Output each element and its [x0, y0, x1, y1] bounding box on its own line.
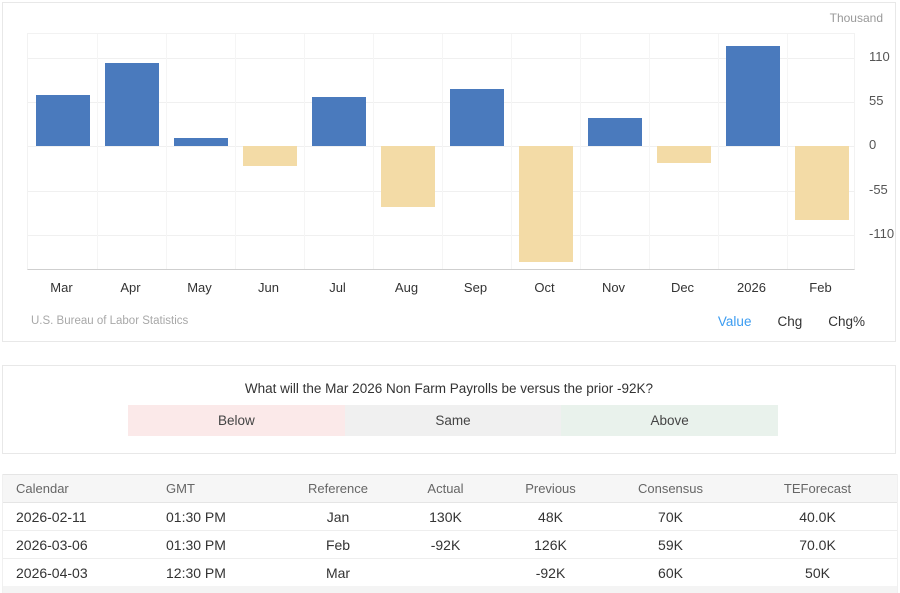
gridline-v: [373, 34, 374, 269]
bar-Oct[interactable]: [518, 146, 573, 263]
calendar-table: Calendar GMT Reference Actual Previous Consen…: [3, 474, 897, 587]
y-tick-label: -110: [869, 225, 895, 241]
gridline-v: [649, 34, 650, 269]
bar-Nov[interactable]: [587, 118, 642, 147]
table-cell: 2026-04-03: [3, 558, 153, 587]
table-row: 2026-02-11 01:30 PM Jan 130K 48K 70K 40.0K: [3, 502, 897, 531]
gridline-h: [28, 58, 854, 60]
x-axis-label: Apr: [120, 280, 141, 295]
column-header-gmt: GMT: [153, 474, 283, 503]
table-cell: 60K: [603, 558, 738, 587]
y-tick-label: -55: [869, 181, 888, 197]
gridline-v: [304, 34, 305, 269]
gridline-v: [580, 34, 581, 269]
option-same[interactable]: Same: [344, 405, 562, 436]
x-axis-label: Mar: [50, 280, 73, 295]
option-above[interactable]: Above: [561, 405, 779, 436]
table-cell: Jan: [283, 502, 393, 531]
partial-next-row: [3, 586, 897, 593]
x-axis-label: Jul: [329, 280, 346, 295]
forecast-options: Below Same Above: [128, 405, 779, 436]
gridline-h: [28, 234, 854, 236]
chart-source-label: U.S. Bureau of Labor Statistics: [31, 315, 189, 327]
bar-Jul[interactable]: [311, 97, 366, 147]
gridline-v: [787, 34, 788, 269]
table-cell: 48K: [498, 502, 603, 531]
calendar-table-section: Calendar GMT Reference Actual Previous Consen…: [2, 474, 898, 593]
table-cell: Mar: [283, 558, 393, 587]
column-header-previous: Previous: [498, 474, 603, 503]
gridline-v: [235, 34, 236, 269]
table-body: 2026-02-11 01:30 PM Jan 130K 48K 70K 40.0K 2026…: [3, 502, 897, 587]
column-header-calendar: Calendar: [3, 474, 153, 503]
table-cell: Feb: [283, 530, 393, 559]
bar-Jun[interactable]: [242, 146, 297, 166]
x-axis-label: Oct: [534, 280, 555, 295]
table-cell: 130K: [393, 502, 498, 531]
bar-Feb[interactable]: [794, 146, 849, 221]
table-cell: 2026-02-11: [3, 502, 153, 531]
forecast-question-text: What will the Mar 2026 Non Farm Payrolls…: [244, 381, 654, 396]
table-cell: 59K: [603, 530, 738, 559]
x-axis-labels: Mar Apr May Jun Jul Aug Sep Oct Nov Dec 2026 Feb: [27, 280, 855, 298]
gridline-v: [511, 34, 512, 269]
table-cell: 50K: [738, 558, 897, 587]
y-tick-label: 110: [869, 49, 890, 65]
y-axis-unit-label: Thousand: [829, 11, 883, 25]
column-header-teforecast: TEForecast: [738, 474, 897, 503]
table-header-row: Calendar GMT Reference Actual Previous Consen…: [3, 474, 897, 503]
bar-Dec[interactable]: [656, 146, 711, 163]
gridline-h: [28, 102, 854, 104]
table-cell: 70K: [603, 502, 738, 531]
table-cell: 01:30 PM: [153, 530, 283, 559]
payrolls-chart-card: Thousand 110 55 0 -55 -110 Mar Apr May Jun Jul Au…: [2, 2, 896, 342]
y-tick-label: 55: [869, 93, 884, 109]
bar-Sep[interactable]: [449, 89, 504, 147]
chart-plot-area: [27, 33, 855, 270]
column-header-consensus: Consensus: [603, 474, 738, 503]
table-cell: 70.0K: [738, 530, 897, 559]
y-tick-label: 0: [869, 137, 877, 153]
gridline-v: [97, 34, 98, 269]
column-header-reference: Reference: [283, 474, 393, 503]
bar-Aug[interactable]: [380, 146, 435, 207]
bar-Apr[interactable]: [104, 62, 159, 147]
table-cell: -92K: [498, 558, 603, 587]
x-axis-label: Sep: [463, 280, 488, 295]
table-cell: -92K: [393, 530, 498, 559]
gridline-h: [28, 190, 854, 192]
x-axis-label: Dec: [670, 280, 695, 295]
table-cell: 2026-03-06: [3, 530, 153, 559]
table-cell: [393, 558, 498, 587]
x-axis-label: Nov: [601, 280, 626, 295]
value-link[interactable]: Value: [717, 314, 752, 329]
chg-link[interactable]: Chg: [777, 314, 803, 329]
table-row: 2026-03-06 01:30 PM Feb -92K 126K 59K 70.0K: [3, 530, 897, 559]
x-axis-label: Jun: [258, 280, 279, 295]
x-axis-label: Feb: [809, 280, 832, 295]
column-header-actual: Actual: [393, 474, 498, 503]
bar-2026[interactable]: [725, 46, 780, 147]
x-axis-label: 2026: [737, 280, 766, 295]
gridline-v: [442, 34, 443, 269]
chg-percent-link[interactable]: Chg%: [828, 314, 865, 329]
gridline-v: [718, 34, 719, 269]
bar-Mar[interactable]: [35, 95, 90, 147]
table-cell: 01:30 PM: [153, 502, 283, 531]
gridline-v: [166, 34, 167, 269]
table-cell: 12:30 PM: [153, 558, 283, 587]
table-cell: 40.0K: [738, 502, 897, 531]
forecast-question-card: What will the Mar 2026 Non Farm Payrolls…: [2, 365, 896, 454]
x-axis-label: Aug: [394, 280, 419, 295]
table-row: 2026-04-03 12:30 PM Mar -92K 60K 50K: [3, 558, 897, 587]
x-axis-label: May: [187, 280, 212, 295]
gridline-h: [28, 146, 854, 148]
option-below[interactable]: Below: [128, 405, 345, 436]
chart-mode-links: Value Chg Chg%: [718, 314, 865, 329]
table-cell: 126K: [498, 530, 603, 559]
bar-May[interactable]: [173, 138, 228, 147]
